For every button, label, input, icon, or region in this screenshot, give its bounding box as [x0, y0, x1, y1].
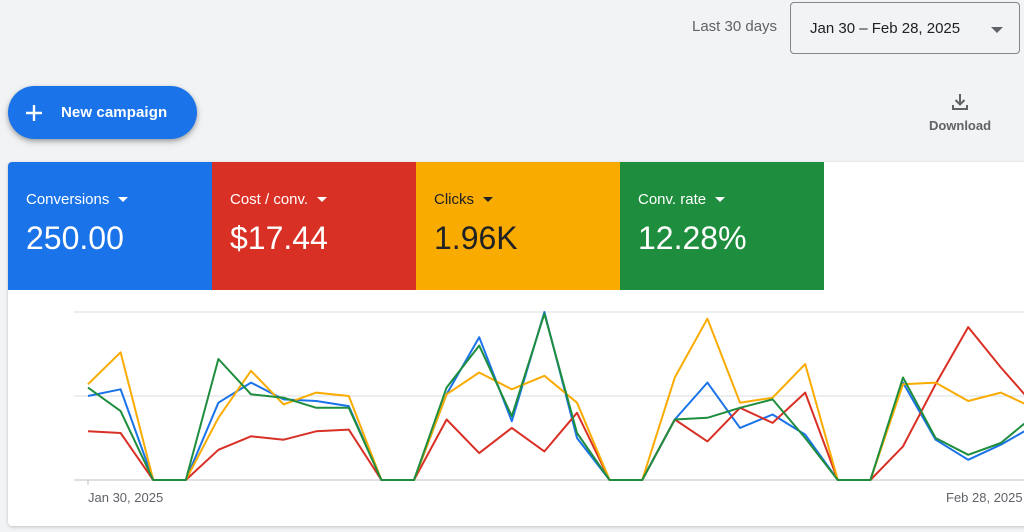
metric-tile-conversions[interactable]: Conversions 250.00	[8, 162, 212, 290]
date-range-value: Jan 30 – Feb 28, 2025	[810, 19, 961, 37]
date-range-picker[interactable]: Jan 30 – Feb 28, 2025	[790, 2, 1020, 54]
metric-label: Cost / conv.	[230, 191, 309, 208]
date-range-label: Last 30 days	[692, 18, 778, 35]
series-line-clicks	[87, 317, 1024, 481]
dropdown-caret-icon	[483, 197, 493, 202]
metric-label: Conv. rate	[638, 191, 707, 208]
metric-tile-clicks[interactable]: Clicks 1.96K	[416, 162, 620, 290]
metric-value: 250.00	[26, 220, 124, 256]
metric-value: 1.96K	[434, 220, 518, 256]
new-campaign-button[interactable]: New campaign	[8, 86, 197, 139]
performance-chart: Jan 30, 2025 Feb 28, 2025	[74, 311, 1024, 505]
plus-icon	[26, 104, 42, 121]
series-layer	[87, 311, 1024, 481]
dropdown-caret-icon	[715, 197, 726, 202]
series-line-conv-rate	[87, 312, 1024, 481]
metric-tile-conv-rate[interactable]: Conv. rate 12.28%	[620, 162, 824, 290]
metric-value: $17.44	[230, 220, 328, 256]
dropdown-caret-icon	[991, 27, 1003, 33]
dropdown-caret-icon	[317, 197, 328, 202]
metric-tile-cost-per-conv[interactable]: Cost / conv. $17.44	[212, 162, 416, 290]
metric-label: Conversions	[26, 191, 110, 208]
download-button[interactable]: Download	[920, 92, 1000, 133]
performance-card: Conversions 250.00 Cost / conv. $17.44 C…	[8, 162, 1024, 526]
metric-value: 12.28%	[638, 220, 747, 256]
series-line-cost-conv	[87, 326, 1024, 481]
x-tick-label-end: Feb 28, 2025	[946, 490, 1023, 505]
new-campaign-label: New campaign	[61, 104, 168, 121]
metric-label: Clicks	[434, 191, 474, 208]
download-label: Download	[928, 118, 992, 133]
metric-tiles: Conversions 250.00 Cost / conv. $17.44 C…	[8, 162, 1024, 290]
download-icon	[952, 94, 968, 110]
dropdown-caret-icon	[118, 197, 129, 202]
x-tick-label-start: Jan 30, 2025	[88, 490, 163, 505]
